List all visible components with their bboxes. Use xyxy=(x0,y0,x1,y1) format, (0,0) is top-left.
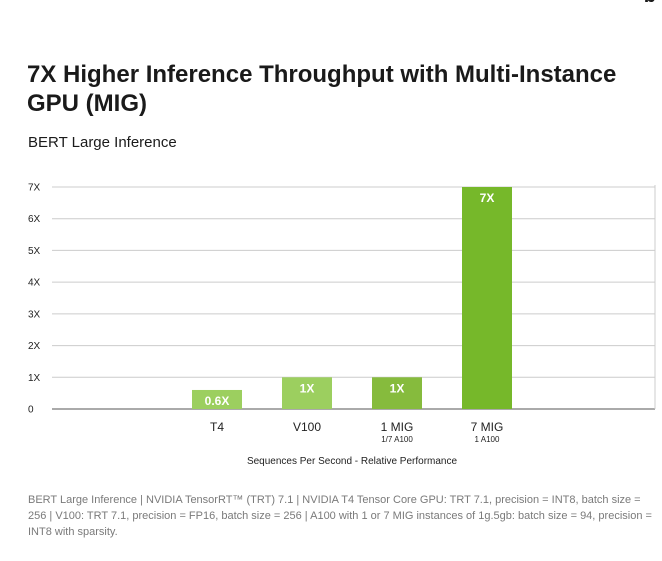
chart-subtitle: BERT Large Inference xyxy=(28,134,177,151)
y-tick-label: 6X xyxy=(28,214,41,225)
bar xyxy=(192,389,242,409)
bar-data-label: 1X xyxy=(300,381,315,395)
y-tick-label: 3X xyxy=(28,309,41,320)
y-tick-label: 0 xyxy=(28,405,34,416)
x-tick-sublabel: 1 A100 xyxy=(475,435,500,444)
y-tick-label: 5X xyxy=(28,246,41,257)
bar-data-label: 0.6X xyxy=(205,394,230,408)
x-tick-label: V100 xyxy=(293,420,321,434)
y-tick-label: 7X xyxy=(28,183,41,194)
y-tick-label: 1X xyxy=(28,373,41,384)
x-tick-label: 7 MIG xyxy=(471,420,504,434)
bar xyxy=(372,377,422,409)
bar-data-label: 1X xyxy=(390,381,405,395)
y-tick-label: 2X xyxy=(28,341,41,352)
page-title: 7X Higher Inference Throughput with Mult… xyxy=(27,61,617,117)
x-axis-title: Sequences Per Second - Relative Performa… xyxy=(247,456,458,467)
chart-footnote: BERT Large Inference | NVIDIA TensorRT™ … xyxy=(28,494,652,538)
cropped-header-fragment: p xyxy=(622,0,662,2)
bar-data-label: 7X xyxy=(480,191,495,205)
x-tick-label: 1 MIG xyxy=(381,420,414,434)
bar xyxy=(282,377,332,409)
x-tick-sublabel: 1/7 A100 xyxy=(381,435,413,444)
bar xyxy=(462,187,512,409)
y-tick-label: 4X xyxy=(28,278,41,289)
x-tick-label: T4 xyxy=(210,420,224,434)
